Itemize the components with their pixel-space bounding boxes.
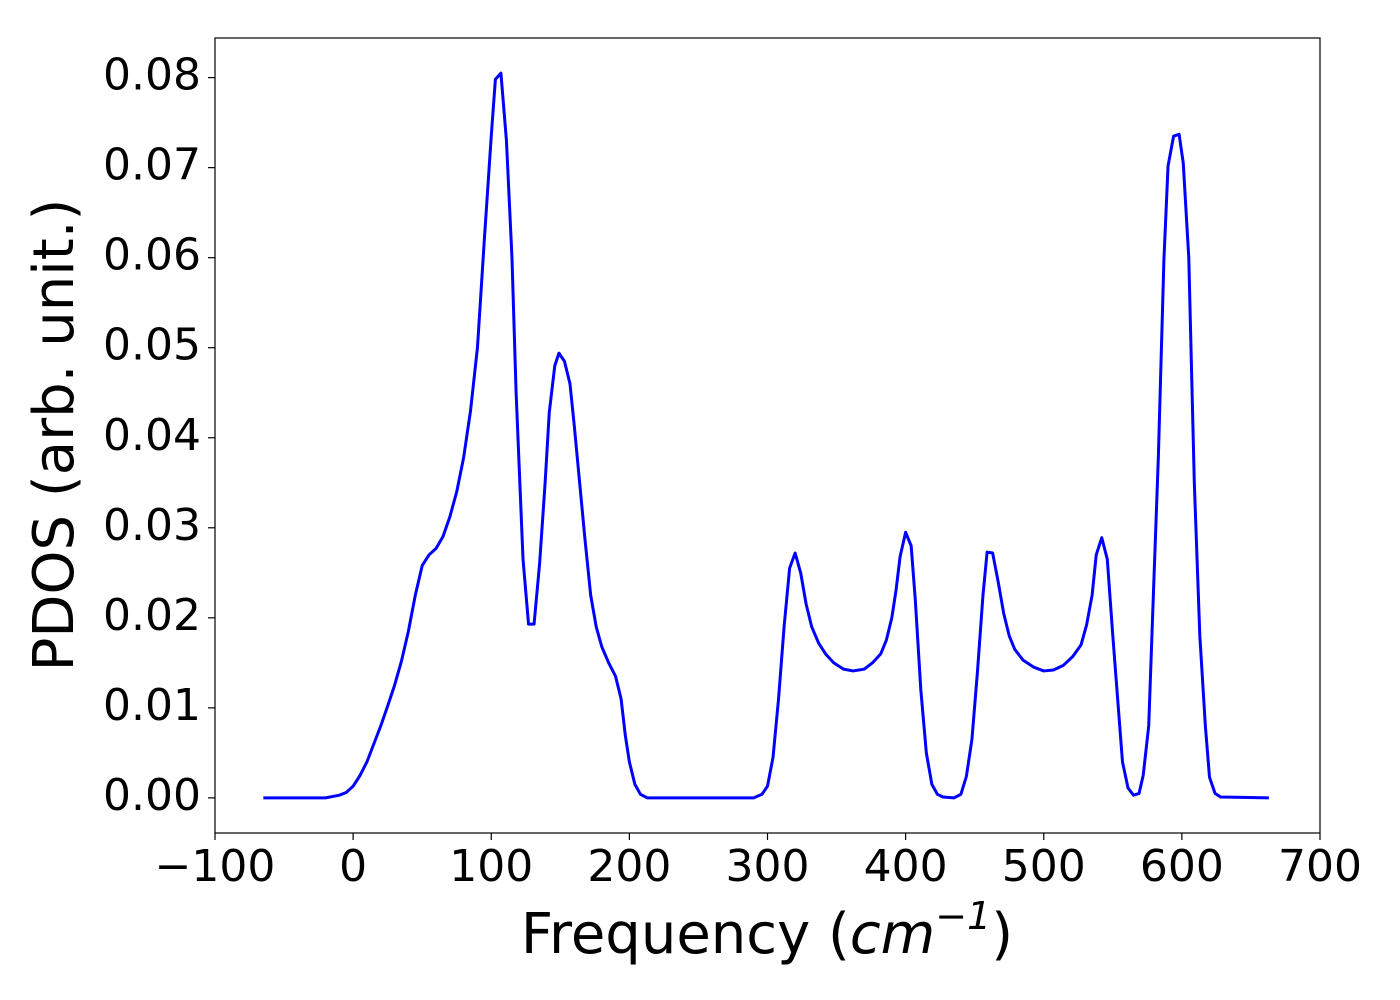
y-tick-label: 0.06 bbox=[103, 230, 201, 281]
x-axis-label-part: −1 bbox=[935, 894, 991, 938]
line-series bbox=[263, 71, 1269, 800]
x-axis-label: Frequency (cm−1) bbox=[521, 894, 1013, 967]
x-tick-label: 200 bbox=[587, 841, 671, 892]
x-axis-label-part: cm bbox=[850, 902, 935, 967]
x-tick-label: 600 bbox=[1140, 841, 1224, 892]
y-tick-label: 0.03 bbox=[103, 500, 201, 551]
y-tick-label: 0.01 bbox=[103, 680, 201, 731]
x-axis-label-part: Frequency ( bbox=[521, 902, 850, 967]
y-tick-label: 0.02 bbox=[103, 590, 201, 641]
x-tick-label: 100 bbox=[449, 841, 533, 892]
x-tick-label: 500 bbox=[1002, 841, 1086, 892]
x-axis-label-part: ) bbox=[991, 902, 1013, 967]
plot-frame bbox=[214, 37, 1321, 834]
y-axis-label: PDOS (arb. unit.) bbox=[22, 199, 87, 672]
y-tick-label: 0.05 bbox=[103, 320, 201, 371]
x-tick-label: 300 bbox=[726, 841, 810, 892]
y-tick-label: 0.00 bbox=[103, 770, 201, 821]
x-tick-label: 700 bbox=[1278, 841, 1362, 892]
y-tick-label: 0.08 bbox=[103, 50, 201, 101]
x-tick-label: 0 bbox=[339, 841, 367, 892]
y-tick-label: 0.04 bbox=[103, 410, 201, 461]
x-tick-label: −100 bbox=[155, 841, 276, 892]
y-tick-label: 0.07 bbox=[103, 140, 201, 191]
x-tick-label: 400 bbox=[864, 841, 948, 892]
